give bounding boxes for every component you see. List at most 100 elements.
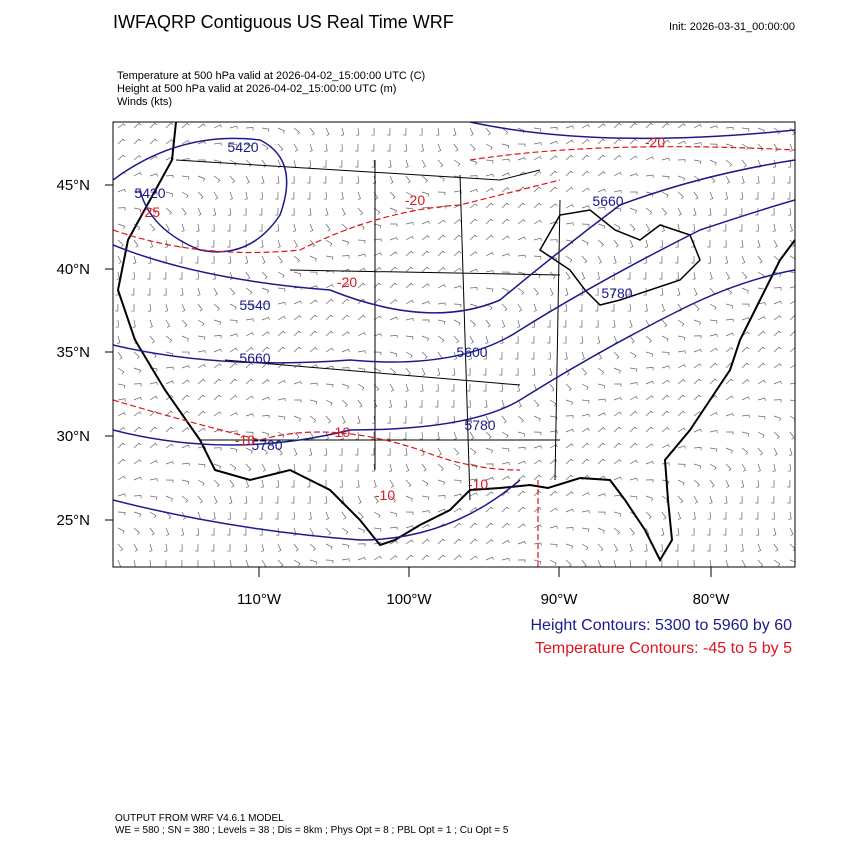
wind-barb: [181, 394, 190, 401]
wind-barb: [645, 223, 651, 232]
wind-barb: [293, 381, 302, 385]
wind-barb: [131, 303, 135, 312]
wind-barb: [485, 287, 494, 292]
height-legend: Height Contours: 5300 to 5960 by 60: [530, 617, 792, 634]
wind-barb: [229, 394, 238, 401]
wind-barb: [661, 175, 670, 180]
wind-barb: [789, 431, 795, 440]
wind-barb: [788, 511, 792, 520]
wind-barb: [165, 527, 170, 536]
wind-barb: [757, 397, 766, 401]
wind-barb: [485, 447, 493, 454]
wind-barb: [149, 511, 157, 519]
wind-barb: [675, 543, 679, 552]
wind-barb: [277, 315, 286, 321]
latitude-label: 40°N: [56, 261, 90, 278]
wind-barb: [645, 351, 654, 357]
wind-barb: [245, 431, 254, 436]
wind-barb: [261, 255, 266, 264]
wind-barb: [597, 383, 606, 389]
wind-barb: [643, 559, 647, 567]
wind-barb: [533, 271, 541, 279]
wind-barb: [579, 303, 583, 312]
wind-barb: [725, 447, 733, 454]
wind-barb: [405, 191, 413, 199]
wind-barb: [133, 459, 142, 465]
wind-barb: [355, 447, 359, 456]
wind-barb: [357, 383, 365, 391]
wind-barb: [421, 191, 430, 197]
wind-barb: [117, 458, 126, 465]
wind-barb: [581, 442, 590, 449]
wind-barb: [773, 380, 782, 385]
wind-barb: [549, 203, 558, 209]
wind-barb: [740, 479, 745, 488]
wind-barb: [243, 543, 248, 552]
wind-barb: [533, 524, 542, 529]
wind-barb: [597, 223, 606, 229]
wind-barb: [275, 223, 280, 232]
wind-barb: [259, 207, 263, 216]
wind-barb: [661, 139, 670, 145]
wind-barb: [725, 332, 734, 337]
wind-barb: [757, 239, 761, 248]
wind-barb: [501, 218, 510, 225]
wind-barb: [197, 394, 206, 401]
wind-barb: [789, 399, 795, 402]
wind-barb: [371, 159, 375, 168]
wind-barb: [405, 175, 411, 184]
wind-barb: [373, 527, 382, 532]
wind-barb: [741, 255, 746, 264]
wind-barb: [163, 287, 167, 296]
wind-barb: [693, 394, 702, 401]
wind-barb: [340, 191, 344, 200]
wind-barb: [565, 154, 574, 161]
wind-barb: [517, 506, 526, 513]
wind-barb: [149, 223, 156, 232]
wind-barb: [693, 446, 702, 451]
wind-barb: [581, 124, 590, 129]
wind-barb: [677, 350, 686, 354]
wind-barb: [437, 367, 441, 376]
wind-barb: [565, 139, 574, 145]
wind-barb: [133, 543, 138, 552]
wind-barb: [629, 335, 635, 344]
wind-barb: [373, 479, 377, 488]
wind-barb: [421, 495, 430, 500]
wind-barb: [309, 255, 317, 262]
wind-barb: [276, 527, 280, 536]
wind-barb: [597, 255, 602, 264]
wind-barb: [421, 554, 430, 561]
wind-barb: [293, 239, 299, 248]
wind-barb: [421, 283, 430, 289]
wind-barb: [133, 138, 142, 145]
wind-barb: [693, 142, 702, 146]
wind-barb: [260, 479, 264, 488]
wind-barb: [307, 463, 311, 472]
wind-barb: [355, 463, 359, 472]
wind-barb: [788, 159, 792, 168]
wind-barb: [341, 558, 350, 562]
wind-barb: [421, 266, 430, 273]
wind-barb: [325, 543, 333, 550]
wind-barb: [341, 127, 345, 136]
wind-barb: [693, 207, 697, 216]
wind-barb: [325, 223, 331, 232]
wind-barb: [613, 367, 621, 374]
wind-barb: [565, 428, 574, 433]
footer-line: WE = 580 ; SN = 380 ; Levels = 38 ; Dis …: [115, 825, 509, 836]
wind-barb: [629, 155, 638, 161]
wind-barb: [677, 495, 684, 504]
wind-barb: [325, 284, 334, 289]
wind-barb: [581, 383, 589, 390]
wind-barb: [229, 333, 238, 337]
temperature-contour-label: -10: [330, 424, 350, 440]
wind-barb: [772, 463, 776, 472]
wind-barb: [338, 463, 343, 472]
wind-barb: [499, 351, 503, 360]
wind-barb: [453, 554, 462, 561]
wind-barb: [277, 543, 282, 552]
wind-barb: [371, 447, 375, 456]
wind-barb: [787, 479, 791, 488]
wind-barb: [261, 431, 270, 437]
